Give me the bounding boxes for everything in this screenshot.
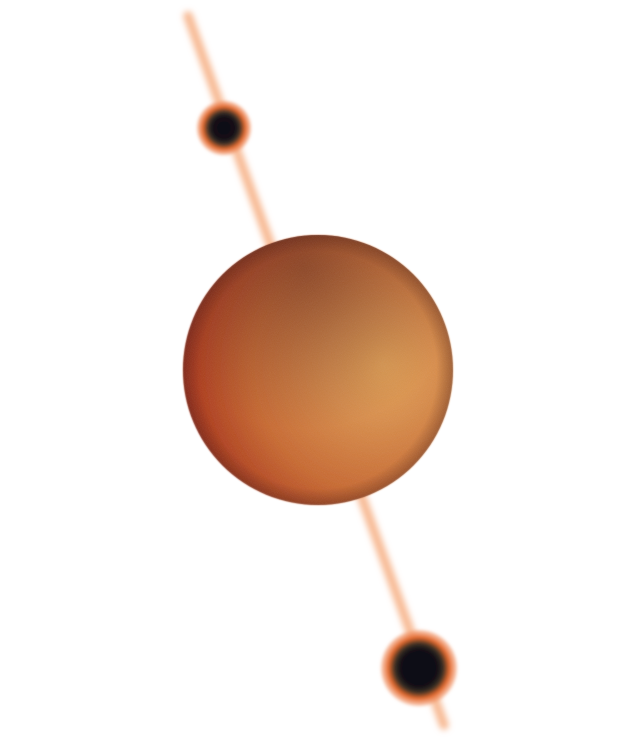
large-moon [381,630,457,706]
planet [183,235,453,505]
small-moon [197,101,251,155]
